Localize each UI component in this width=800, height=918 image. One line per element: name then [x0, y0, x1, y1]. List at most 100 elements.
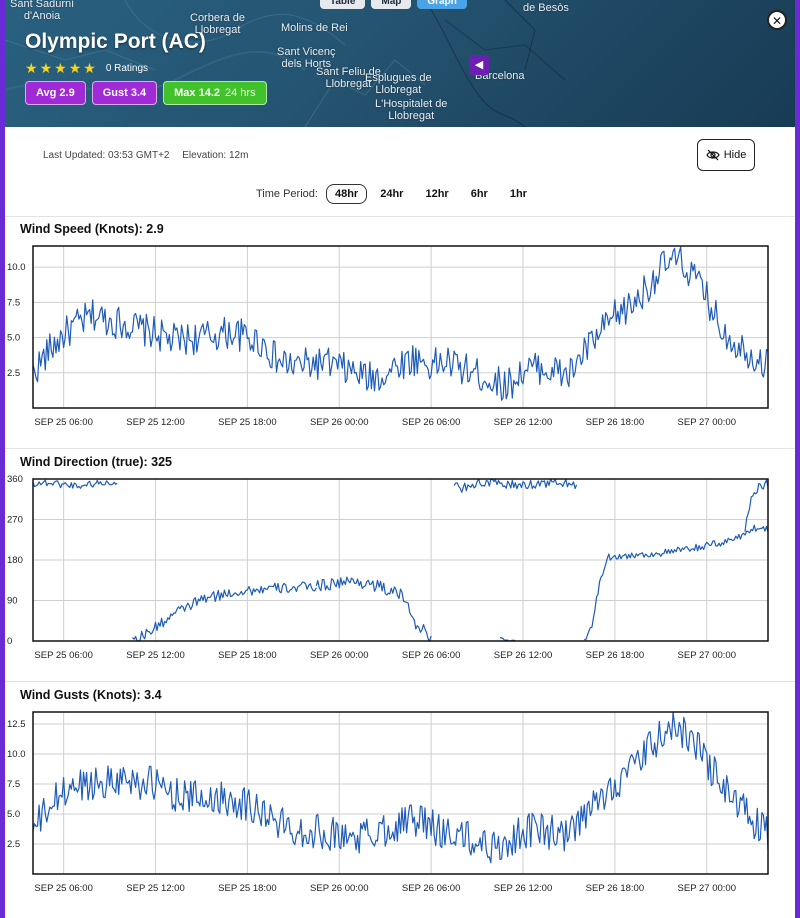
close-button[interactable]: ✕ [767, 10, 787, 30]
x-tick-label: SEP 26 18:00 [586, 650, 644, 661]
y-tick-label: 10.0 [7, 749, 26, 760]
chart-title-wind-speed: Wind Speed (Knots): 2.9 [20, 222, 164, 236]
map-header[interactable]: Table Map Graph Sant Sadurní d'Anoia Cor… [5, 0, 795, 127]
x-tick-label: SEP 27 00:00 [678, 417, 736, 428]
x-tick-label: SEP 26 18:00 [586, 417, 644, 428]
x-tick-label: SEP 26 00:00 [310, 883, 368, 894]
series-line [132, 581, 317, 642]
wind-gusts-chart[interactable]: SEP 25 06:00 SEP 25 12:00 SEP 25 18:00 SEP … [5, 704, 795, 909]
map-label-besos: de Besòs [523, 2, 569, 14]
y-tick-label: 90 [7, 596, 18, 607]
avg-badge: Avg 2.9 [25, 81, 86, 105]
series-line [32, 479, 118, 489]
map-terrain [5, 0, 795, 127]
period-12hr-button[interactable]: 12hr [425, 188, 449, 200]
period-6hr-button[interactable]: 6hr [470, 188, 488, 200]
map-label-molins-de-rei: Molins de Rei [281, 22, 348, 34]
wind-badges: Avg 2.9 Gust 3.4 Max 14.2 24 hrs [25, 81, 267, 105]
y-tick-label: 0 [7, 636, 12, 647]
x-tick-label: SEP 26 06:00 [402, 650, 460, 661]
tab-graph[interactable]: Graph [417, 0, 467, 9]
y-tick-label: 270 [7, 515, 23, 526]
x-tick-label: SEP 25 06:00 [34, 883, 92, 894]
elevation: Elevation: 12m [182, 150, 249, 161]
rating-stars[interactable]: ★ ★ ★ ★ ★ 0 Ratings [25, 60, 148, 77]
y-tick-label: 180 [7, 555, 23, 566]
max-period: 24 hrs [225, 87, 256, 99]
y-tick-label: 10.0 [7, 262, 26, 273]
map-label-sant-sadurni: Sant Sadurní d'Anoia [10, 0, 75, 22]
y-tick-label: 5.0 [7, 333, 20, 344]
hide-label: Hide [723, 149, 747, 161]
y-tick-label: 360 [7, 474, 23, 485]
max-value: Max 14.2 [174, 87, 221, 99]
x-tick-label: SEP 26 06:00 [402, 417, 460, 428]
y-tick-label: 7.5 [7, 779, 20, 790]
ratings-count: 0 Ratings [105, 63, 149, 74]
series-line [32, 246, 769, 401]
station-panel: Table Map Graph Sant Sadurní d'Anoia Cor… [5, 0, 795, 918]
y-tick-label: 5.0 [7, 809, 20, 820]
station-meta: Last Updated: 03:53 GMT+2 Elevation: 12m [43, 150, 258, 161]
series-line [584, 524, 769, 641]
hide-button[interactable]: Hide [697, 139, 755, 171]
plot-border [32, 245, 769, 409]
divider [5, 216, 795, 217]
x-tick-label: SEP 25 18:00 [218, 650, 276, 661]
map-label-sant-feliu: Sant Feliu de Llobregat [316, 66, 381, 90]
plot-border [32, 478, 769, 642]
star-icon[interactable]: ★ [83, 60, 96, 76]
station-title: Olympic Port (AC) [25, 30, 206, 53]
x-tick-label: SEP 25 06:00 [34, 417, 92, 428]
map-view-tabs: Table Map Graph [320, 0, 467, 9]
wind-speed-chart[interactable]: SEP 25 06:00 SEP 25 12:00 SEP 25 18:00 SEP … [5, 238, 795, 443]
x-tick-label: SEP 25 12:00 [126, 650, 184, 661]
gust-badge: Gust 3.4 [91, 81, 158, 105]
time-period-label: Time Period: [256, 188, 318, 200]
map-label-hospitalet: L'Hospitalet de Llobregat [375, 98, 448, 122]
x-tick-label: SEP 25 18:00 [218, 883, 276, 894]
x-tick-label: SEP 27 00:00 [678, 650, 736, 661]
map-label-corbera: Corbera de Llobregat [190, 12, 246, 36]
x-tick-label: SEP 25 12:00 [126, 417, 184, 428]
period-1hr-button[interactable]: 1hr [509, 188, 527, 200]
y-tick-label: 12.5 [7, 719, 26, 730]
period-48hr-button[interactable]: 48hr [325, 184, 368, 204]
x-tick-label: SEP 26 00:00 [310, 417, 368, 428]
x-tick-label: SEP 26 12:00 [494, 650, 552, 661]
time-period-selector: Time Period: 48hr 24hr 12hr 6hr 1hr [256, 184, 536, 204]
divider [5, 681, 795, 682]
x-tick-label: SEP 26 12:00 [494, 417, 552, 428]
star-icon[interactable]: ★ [39, 60, 53, 76]
x-tick-label: SEP 26 18:00 [586, 883, 644, 894]
last-updated: Last Updated: 03:53 GMT+2 [43, 150, 170, 161]
star-icon[interactable]: ★ [54, 60, 67, 76]
series-line [315, 576, 432, 642]
map-label-sant-vicenc: Sant Vicenç dels Horts [277, 46, 336, 70]
plot-border [32, 711, 769, 875]
x-tick-label: SEP 26 00:00 [310, 650, 368, 661]
series-line [453, 478, 578, 493]
x-tick-label: SEP 25 12:00 [126, 883, 184, 894]
period-24hr-button[interactable]: 24hr [380, 188, 404, 200]
y-tick-label: 7.5 [7, 297, 20, 308]
eye-slash-icon [706, 149, 720, 161]
x-tick-label: SEP 25 06:00 [34, 650, 92, 661]
tab-map[interactable]: Map [371, 0, 412, 9]
series-line [744, 479, 769, 532]
x-tick-label: SEP 27 00:00 [678, 883, 736, 894]
tab-table[interactable]: Table [320, 0, 366, 9]
location-marker-icon[interactable]: ◀ [469, 55, 489, 75]
series-line [32, 711, 769, 864]
star-icon[interactable]: ★ [68, 60, 82, 76]
x-tick-label: SEP 26 12:00 [494, 883, 552, 894]
y-tick-label: 2.5 [7, 368, 20, 379]
wind-direction-chart[interactable]: SEP 25 06:00 SEP 25 12:00 SEP 25 18:00 SEP … [5, 471, 795, 676]
y-tick-label: 2.5 [7, 839, 20, 850]
divider [5, 448, 795, 449]
max-badge: Max 14.2 24 hrs [163, 81, 267, 105]
x-tick-label: SEP 26 06:00 [402, 883, 460, 894]
chart-title-wind-gusts: Wind Gusts (Knots): 3.4 [20, 688, 162, 702]
x-tick-label: SEP 25 18:00 [218, 417, 276, 428]
star-icon[interactable]: ★ [25, 60, 38, 76]
